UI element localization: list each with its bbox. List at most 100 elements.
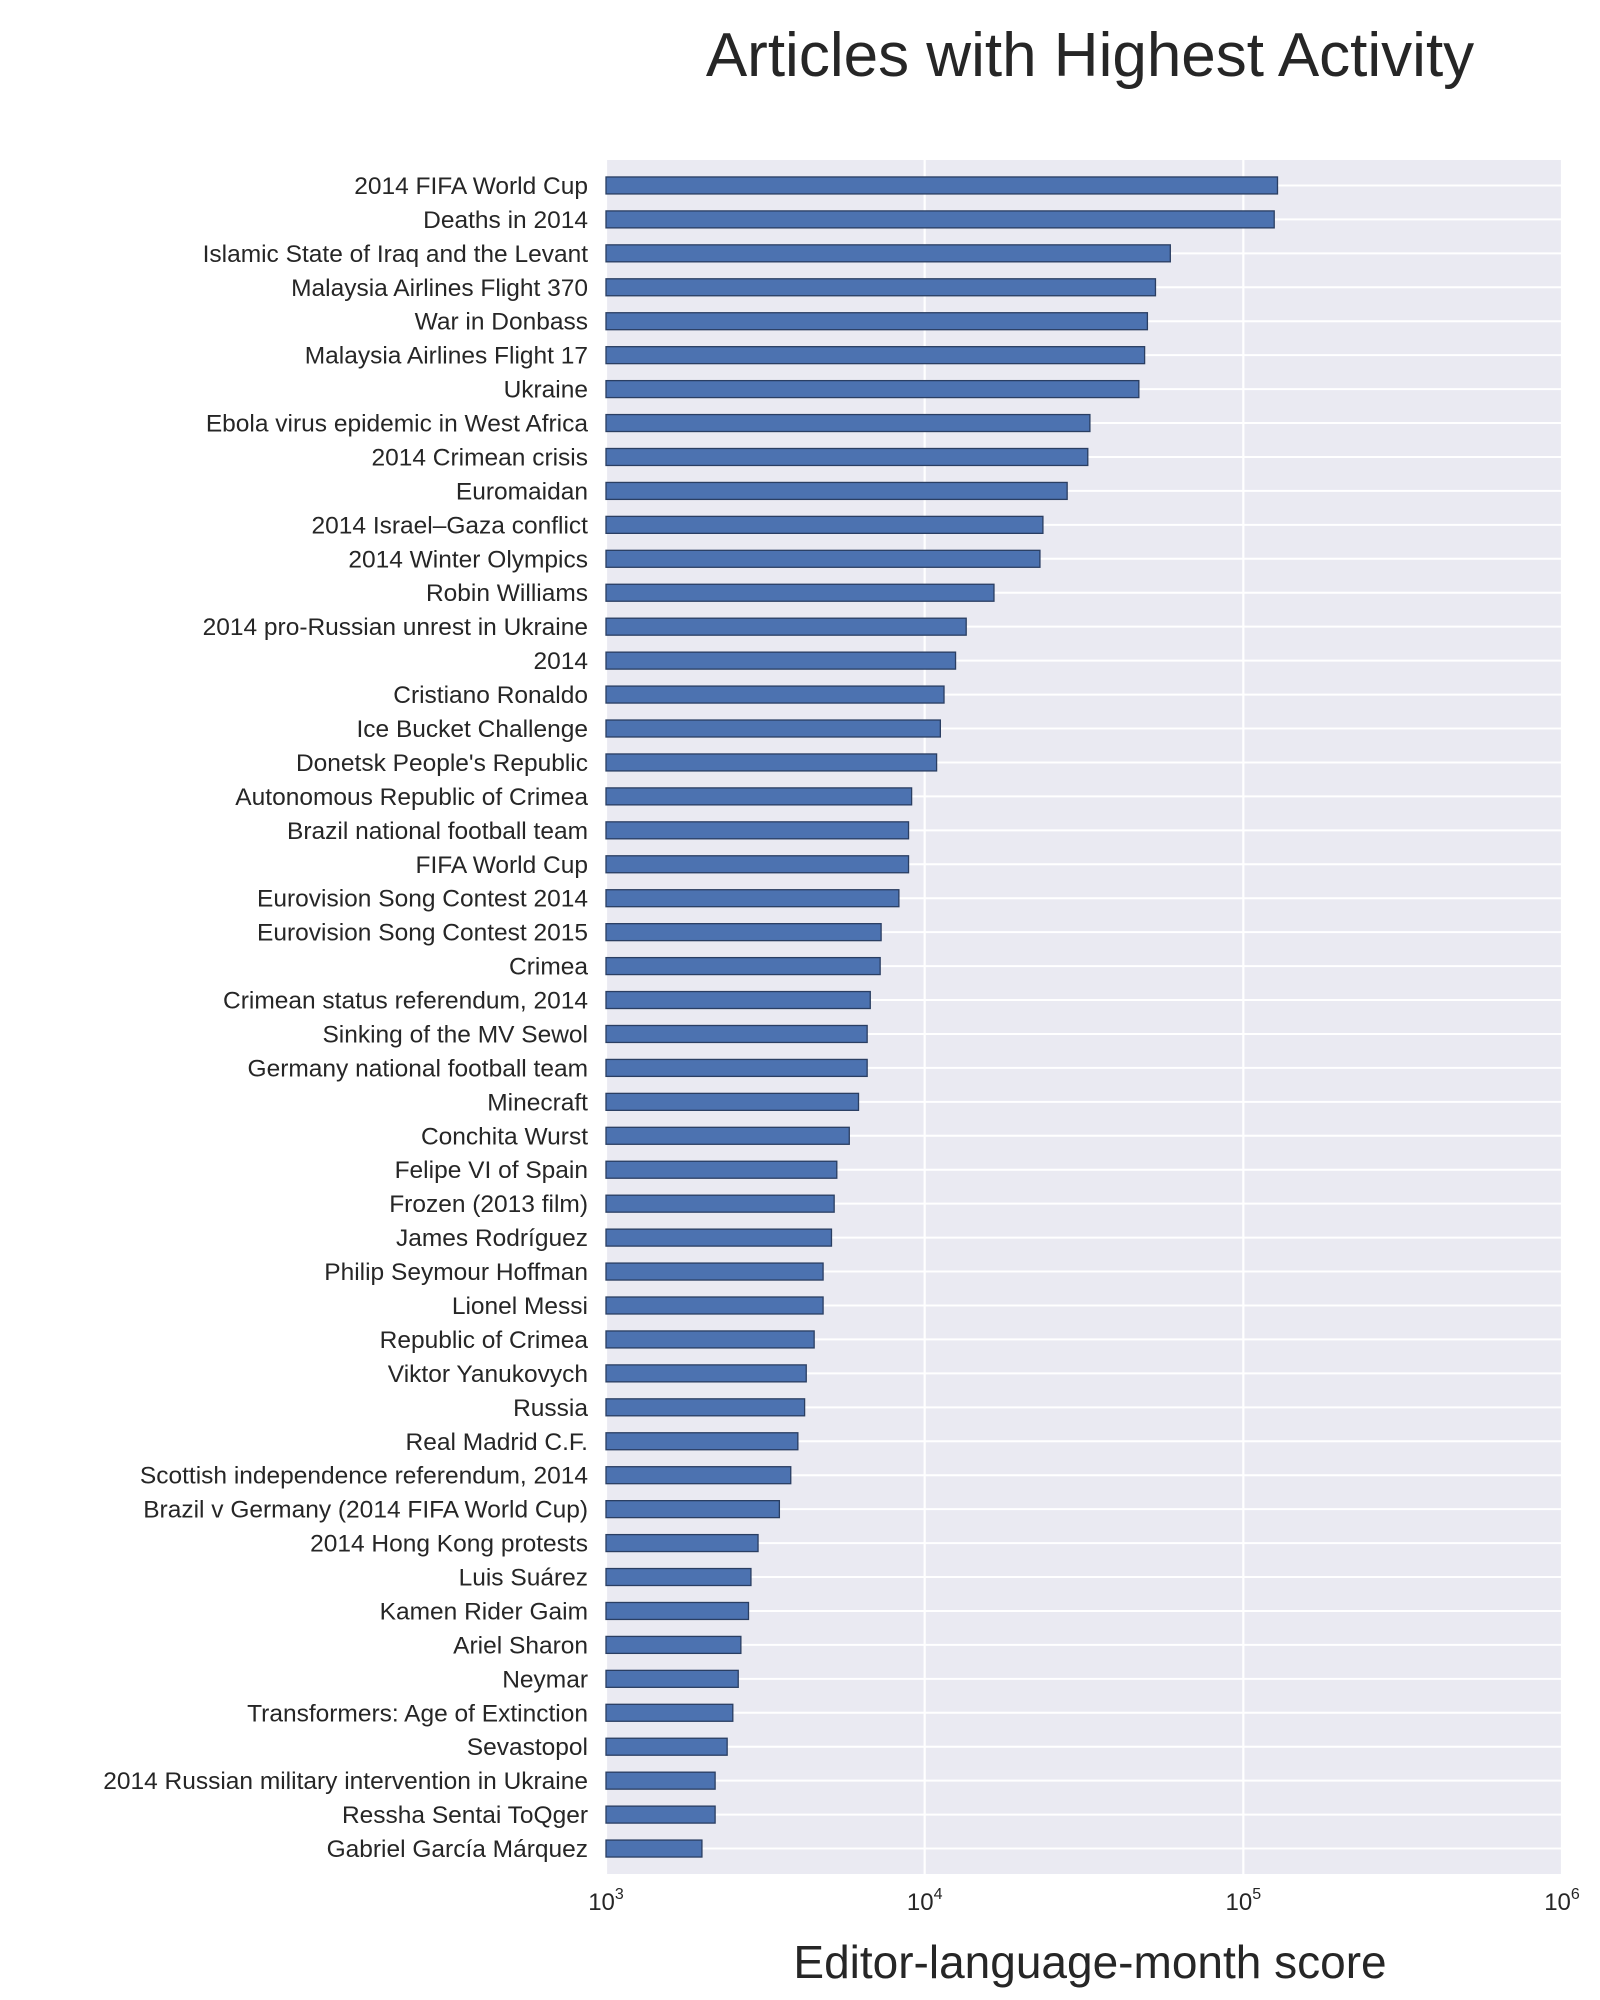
x-tick-base: 10	[1226, 1889, 1253, 1916]
bar	[605, 1194, 835, 1213]
x-tick-base: 10	[588, 1889, 615, 1916]
category-label: 2014 Winter Olympics	[348, 546, 588, 573]
category-label: Ukraine	[504, 377, 588, 404]
bar	[605, 1567, 752, 1587]
category-label: Kamen Rider Gaim	[380, 1598, 588, 1625]
bar	[605, 685, 945, 704]
category-label: Felipe VI of Spain	[395, 1157, 588, 1184]
bar	[605, 821, 910, 840]
x-tick-exponent: 3	[615, 1886, 624, 1903]
category-label: Eurovision Song Contest 2014	[257, 886, 588, 913]
bar	[605, 1771, 716, 1790]
bar	[605, 753, 938, 772]
bar	[605, 923, 882, 942]
bar	[605, 312, 1149, 331]
x-tick-exponent: 6	[1571, 1886, 1580, 1903]
bar	[605, 1160, 838, 1179]
category-label: Transformers: Age of Extinction	[247, 1700, 588, 1727]
category-label: Crimean status referendum, 2014	[223, 988, 588, 1015]
category-label: Conchita Wurst	[421, 1123, 588, 1150]
category-label: Brazil national football team	[287, 818, 588, 845]
category-label: Ice Bucket Challenge	[356, 716, 588, 743]
category-label: Germany national football team	[248, 1055, 588, 1082]
category-label: Republic of Crimea	[380, 1327, 589, 1354]
category-label: Neymar	[502, 1666, 588, 1693]
bar	[605, 1296, 824, 1315]
bar	[605, 1466, 792, 1485]
category-label: Malaysia Airlines Flight 370	[291, 275, 588, 302]
x-tick-exponent: 4	[934, 1886, 943, 1903]
category-label: Robin Williams	[426, 580, 588, 607]
bar	[605, 1500, 781, 1519]
bar	[605, 956, 881, 976]
bar	[605, 1839, 703, 1858]
category-label: 2014 Israel–Gaza conflict	[312, 512, 589, 539]
bar	[605, 1126, 850, 1145]
bar	[605, 990, 871, 1010]
bar	[605, 1737, 728, 1756]
category-label: Ebola virus epidemic in West Africa	[206, 411, 589, 438]
bar	[605, 1262, 824, 1281]
bar	[605, 346, 1146, 365]
bar	[605, 719, 942, 738]
bar	[605, 617, 967, 636]
category-label: War in Donbass	[415, 309, 588, 336]
bar	[605, 1364, 807, 1383]
category-label: Scottish independence referendum, 2014	[140, 1463, 588, 1490]
bar	[605, 1601, 750, 1621]
category-label: Ressha Sentai ToQger	[342, 1802, 588, 1829]
category-label: Viktor Yanukovych	[388, 1361, 588, 1388]
category-label: 2014 Russian military intervention in Uk…	[103, 1768, 588, 1795]
category-label: Minecraft	[487, 1089, 588, 1116]
bar	[605, 651, 957, 670]
category-label: Autonomous Republic of Crimea	[235, 784, 588, 811]
bar	[605, 210, 1275, 229]
x-tick-label: 105	[1226, 1886, 1262, 1916]
x-tick-exponent: 5	[1252, 1886, 1261, 1903]
bar	[605, 1398, 806, 1417]
category-label: 2014	[533, 648, 588, 675]
bar	[605, 855, 910, 874]
category-label: Luis Suárez	[459, 1565, 588, 1592]
bar	[605, 1805, 716, 1824]
bar	[605, 1533, 759, 1553]
bar	[605, 1058, 868, 1078]
bar	[605, 787, 913, 806]
bar	[605, 447, 1089, 467]
category-label: Lionel Messi	[452, 1293, 588, 1320]
category-label: Cristiano Ronaldo	[393, 682, 588, 709]
bar	[605, 583, 995, 602]
category-label: Gabriel García Márquez	[327, 1836, 588, 1863]
category-label: Philip Seymour Hoffman	[324, 1259, 588, 1286]
category-label: Deaths in 2014	[423, 207, 588, 234]
category-label: Eurovision Song Contest 2015	[257, 920, 588, 947]
category-label: Frozen (2013 film)	[389, 1191, 588, 1218]
category-label: Brazil v Germany (2014 FIFA World Cup)	[143, 1497, 588, 1524]
category-label: 2014 pro-Russian unrest in Ukraine	[203, 614, 588, 641]
bar	[605, 278, 1157, 297]
bar	[605, 1092, 860, 1111]
category-label: Malaysia Airlines Flight 17	[305, 343, 588, 370]
category-label: Real Madrid C.F.	[406, 1429, 588, 1456]
bar	[605, 413, 1091, 433]
category-label: Donetsk People's Republic	[296, 750, 588, 777]
chart-title: Articles with Highest Activity	[706, 21, 1474, 90]
category-label: Islamic State of Iraq and the Levant	[203, 241, 589, 268]
bar	[605, 1330, 815, 1349]
bar	[605, 244, 1171, 263]
x-tick-label: 106	[1544, 1886, 1580, 1916]
category-label: 2014 Crimean crisis	[372, 444, 589, 471]
bar	[605, 176, 1279, 195]
x-tick-base: 10	[907, 1889, 934, 1916]
bar	[605, 515, 1044, 534]
bar	[605, 549, 1041, 568]
bar	[605, 1024, 868, 1044]
category-label: 2014 Hong Kong protests	[310, 1531, 588, 1558]
bar	[605, 889, 900, 908]
bar	[605, 1635, 742, 1655]
x-tick-label: 104	[907, 1886, 943, 1916]
category-label: James Rodríguez	[396, 1225, 588, 1252]
x-tick-label: 103	[588, 1886, 624, 1916]
